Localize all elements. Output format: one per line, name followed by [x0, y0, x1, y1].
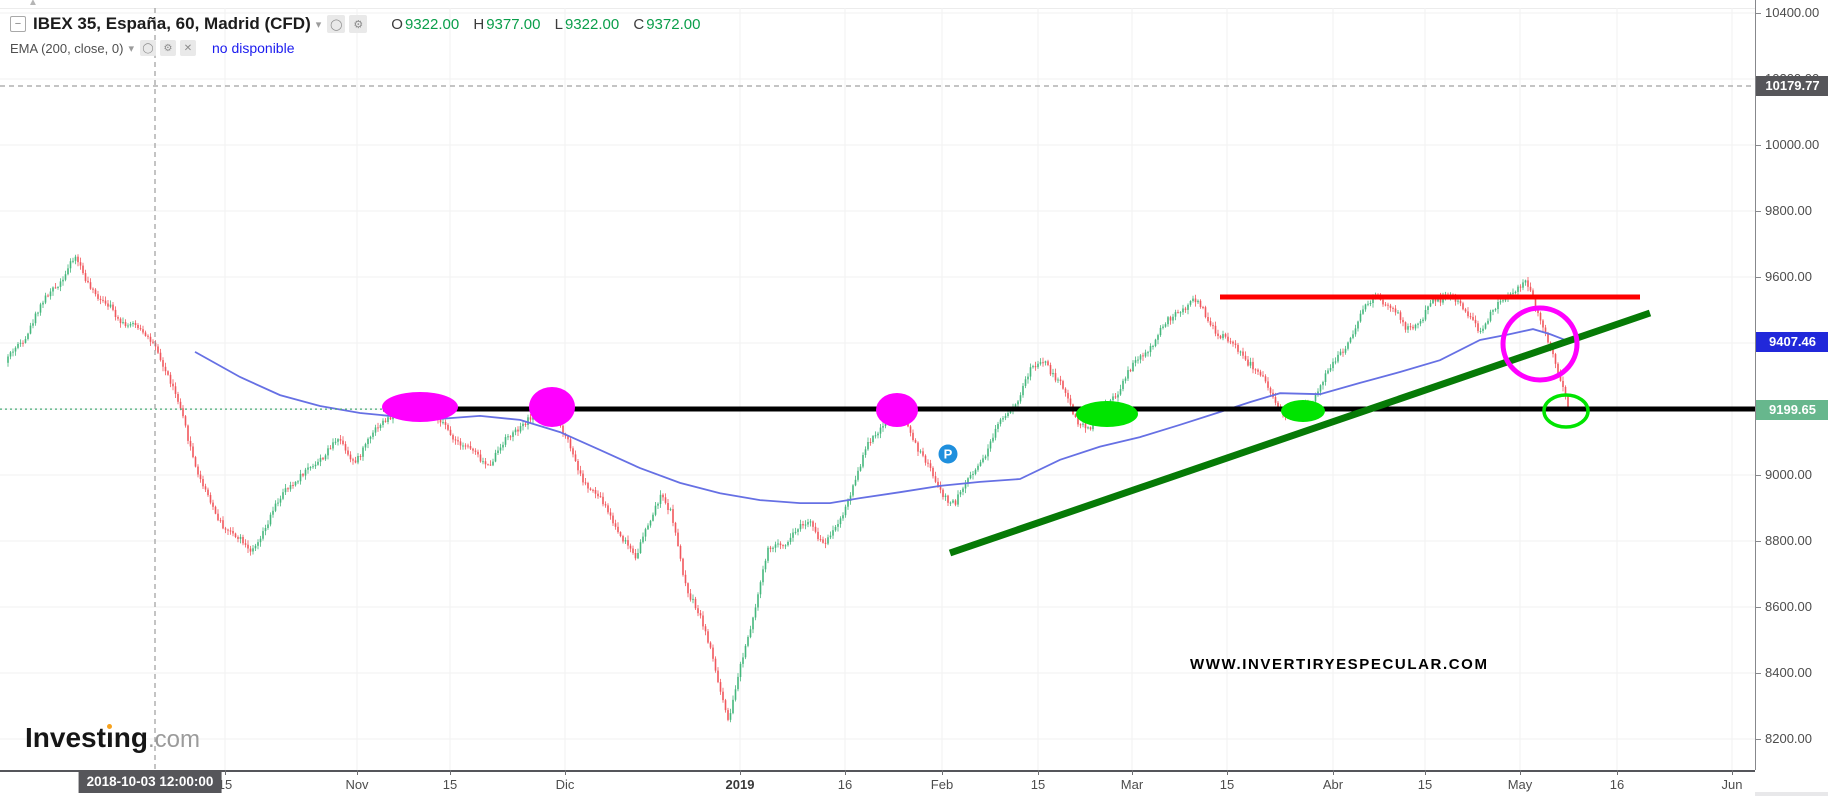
price-tick-label: 8200.00	[1765, 731, 1812, 746]
top-separator	[0, 8, 1828, 9]
price-tick-mark	[1756, 541, 1761, 542]
time-tick-mark	[1132, 770, 1133, 775]
price-tick-mark	[1756, 673, 1761, 674]
time-tick-label: Jun	[1721, 777, 1743, 792]
highlight-ellipse[interactable]	[529, 387, 575, 427]
legend: − IBEX 35, España, 60, Madrid (CFD) ▾ ◯ …	[10, 14, 700, 56]
trend-line[interactable]	[948, 309, 1652, 557]
time-tick-label: 15	[442, 777, 458, 792]
time-tick-label: Feb	[930, 777, 954, 792]
close-value: 9372.00	[646, 15, 701, 33]
price-tick-label: 8600.00	[1765, 599, 1812, 614]
overlay-site-text: WWW.INVERTIRYESPECULAR.COM	[1190, 656, 1489, 673]
highlight-ellipse[interactable]	[1281, 400, 1325, 422]
close-label: C	[633, 15, 645, 33]
scroll-up-icon[interactable]: ▲	[28, 0, 38, 8]
time-tick-mark	[565, 770, 566, 775]
time-tick-mark	[1038, 770, 1039, 775]
indicator-visibility-button[interactable]: ◯	[139, 40, 156, 56]
time-tick-label: 2019	[725, 777, 755, 792]
indicator-chevron-down-icon[interactable]: ▾	[128, 42, 134, 55]
time-tick-label: Abr	[1322, 777, 1344, 792]
gridlines	[0, 8, 1755, 770]
time-tick-mark	[1333, 770, 1334, 775]
price-tick-mark	[1756, 475, 1761, 476]
time-axis[interactable]: 15 Nov 15 Dic 2019 16 Feb 15 Mar 15 Abr 15 May 16 Jun 2…	[0, 770, 1755, 796]
chevron-down-icon[interactable]: ▾	[315, 18, 322, 31]
price-badge: 10179.77	[1756, 76, 1828, 96]
time-tick-mark	[740, 770, 741, 775]
time-tick-mark	[450, 770, 451, 775]
price-tick-mark	[1756, 13, 1761, 14]
investing-logo: Investı ng.com	[25, 722, 200, 753]
crosshair-time-tooltip: 2018-10-03 12:00:00	[78, 770, 222, 793]
indicator-row: EMA (200, close, 0) ▾ ◯ ⚙ ✕ no disponibl…	[10, 40, 700, 56]
time-tick-label: 15	[1417, 777, 1433, 792]
candlestick-plot[interactable]: P	[0, 0, 1755, 770]
price-tick-mark	[1756, 607, 1761, 608]
price-tick-mark	[1756, 145, 1761, 146]
settings-button[interactable]: ⚙	[349, 15, 368, 33]
time-tick-label: Dic	[555, 777, 575, 792]
highlight-ellipse[interactable]	[1076, 401, 1138, 427]
highlight-ellipse[interactable]	[382, 392, 458, 422]
highlight-ellipse[interactable]	[876, 393, 918, 427]
price-tick-label: 10400.00	[1765, 5, 1820, 20]
highlight-circle[interactable]	[1500, 305, 1580, 383]
candles[interactable]	[7, 254, 1569, 723]
crosshair	[0, 8, 1755, 770]
symbol-row: − IBEX 35, España, 60, Madrid (CFD) ▾ ◯ …	[10, 14, 700, 34]
high-value: 9377.00	[486, 15, 541, 33]
low-label: L	[554, 15, 563, 33]
price-tick-label: 10000.00	[1765, 137, 1820, 152]
price-tick-mark	[1756, 739, 1761, 740]
p-marker[interactable]: P	[938, 444, 958, 464]
price-tick-label: 9800.00	[1765, 203, 1812, 218]
ma-line[interactable]	[194, 328, 1568, 504]
time-tick-mark	[1227, 770, 1228, 775]
time-tick-label: Mar	[1120, 777, 1144, 792]
open-label: O	[391, 15, 403, 33]
high-label: H	[473, 15, 485, 33]
time-tick-label: May	[1507, 777, 1533, 792]
svg-text:P: P	[944, 447, 953, 462]
time-tick-label: 15	[1219, 777, 1235, 792]
indicator-status: no disponible	[211, 40, 295, 56]
price-tick-label: 8800.00	[1765, 533, 1812, 548]
time-tick-label: 16	[1609, 777, 1625, 792]
time-tick-mark	[357, 770, 358, 775]
time-tick-mark	[225, 770, 226, 775]
open-value: 9322.00	[404, 15, 460, 33]
price-tick-label: 9000.00	[1765, 467, 1812, 482]
visibility-button[interactable]: ◯	[327, 15, 346, 33]
time-tick-mark	[1520, 770, 1521, 775]
price-tick-mark	[1756, 277, 1761, 278]
time-tick-mark	[1425, 770, 1426, 775]
indicator-remove-button[interactable]: ✕	[179, 40, 196, 56]
symbol-title[interactable]: IBEX 35, España, 60, Madrid (CFD)	[33, 14, 311, 33]
price-badge: 9407.46	[1756, 332, 1828, 352]
time-tick-label: 16	[837, 777, 853, 792]
indicator-name[interactable]: EMA (200, close, 0)	[10, 40, 124, 56]
time-tick-mark	[1732, 770, 1733, 775]
price-tick-label: 9600.00	[1765, 269, 1812, 284]
ohlc-values: O 9322.00 H 9377.00 L 9322.00 C 9372.00	[381, 16, 700, 33]
time-tick-mark	[942, 770, 943, 775]
collapse-icon[interactable]: −	[10, 16, 26, 32]
price-tick-mark	[1756, 211, 1761, 212]
time-tick-label: Nov	[345, 777, 369, 792]
indicator-settings-button[interactable]: ⚙	[159, 40, 176, 56]
logo-orange-dot	[106, 724, 112, 729]
low-value: 9322.00	[564, 15, 620, 33]
price-axis[interactable]: 10400.0010200.0010000.009800.009600.0094…	[1755, 0, 1828, 770]
time-tick-label: 15	[1030, 777, 1046, 792]
price-badge: 9199.65	[1756, 400, 1828, 420]
price-tick-label: 8400.00	[1765, 665, 1812, 680]
time-tick-mark	[845, 770, 846, 775]
time-tick-mark	[1617, 770, 1618, 775]
highlight-circle[interactable]	[1542, 393, 1590, 429]
